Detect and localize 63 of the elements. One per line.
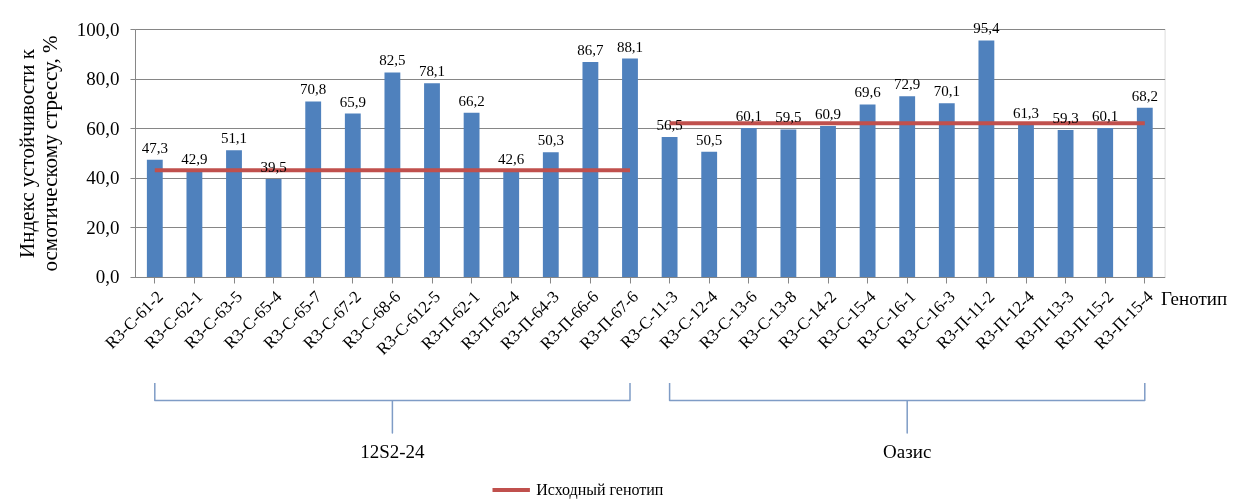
data-label: 72,9	[894, 76, 921, 93]
bar	[265, 179, 282, 277]
bar	[463, 112, 480, 277]
data-label: 42,6	[498, 151, 525, 168]
bar	[938, 103, 955, 277]
data-label: 70,1	[933, 83, 960, 100]
data-label: 78,1	[418, 63, 446, 80]
y-tick-label: 20,0	[86, 216, 120, 238]
data-label: 68,2	[1131, 87, 1158, 104]
bar	[503, 171, 520, 277]
bar	[622, 58, 638, 277]
text: Оазис	[883, 441, 932, 462]
bar	[1057, 129, 1074, 277]
data-label: 56,5	[656, 116, 683, 133]
legend-label: Исходный генотип	[536, 481, 664, 499]
data-label: 95,4	[973, 20, 1001, 37]
y-axis-title: Индекс устойчивости к осмотическому стрессу, %	[14, 35, 62, 272]
bar	[1018, 124, 1034, 277]
data-label: 50,3	[537, 132, 564, 149]
bar	[186, 170, 203, 277]
bar	[582, 61, 599, 277]
y-tick-label: 40,0	[86, 167, 120, 189]
data-label: 39,5	[260, 159, 287, 176]
bar	[1136, 107, 1153, 277]
data-label: 59,3	[1052, 109, 1079, 126]
data-label: 86,7	[577, 41, 605, 58]
bar	[1097, 127, 1114, 277]
data-label: 69,6	[854, 84, 882, 101]
bar	[820, 125, 836, 277]
data-label: 65,9	[339, 93, 366, 110]
bar	[701, 151, 718, 277]
bar	[146, 159, 163, 277]
bar	[226, 150, 242, 277]
bar	[978, 40, 995, 277]
bar	[424, 83, 440, 277]
data-label: 88,1	[616, 38, 644, 55]
data-label: 47,3	[141, 139, 168, 156]
data-label: 70,8	[300, 81, 327, 98]
data-label: 60,1	[735, 107, 762, 124]
y-tick-label: 80,0	[86, 68, 120, 90]
y-tick-label: 60,0	[86, 117, 120, 139]
data-label: 50,5	[696, 131, 723, 148]
y-tick-label: 100,0	[76, 18, 120, 40]
x-axis-title: Генотип	[1161, 288, 1228, 310]
bar	[780, 129, 797, 277]
data-label: 42,9	[181, 150, 208, 167]
bar	[899, 96, 916, 277]
bar	[661, 136, 678, 277]
data-label: 59,5	[775, 109, 802, 126]
data-label: 60,9	[814, 105, 842, 122]
bar	[344, 113, 361, 277]
bar	[542, 152, 559, 277]
data-label: 61,3	[1012, 104, 1040, 121]
bar	[740, 127, 757, 277]
data-label: 66,2	[458, 92, 485, 109]
data-label: 82,5	[379, 52, 406, 69]
data-label: 51,1	[220, 130, 248, 147]
bar	[384, 72, 401, 277]
data-label: 60,1	[1092, 107, 1119, 124]
bar	[859, 104, 876, 277]
y-tick-label: 0,0	[95, 266, 120, 288]
text: 12S2-24	[360, 441, 426, 462]
bar	[305, 101, 322, 277]
